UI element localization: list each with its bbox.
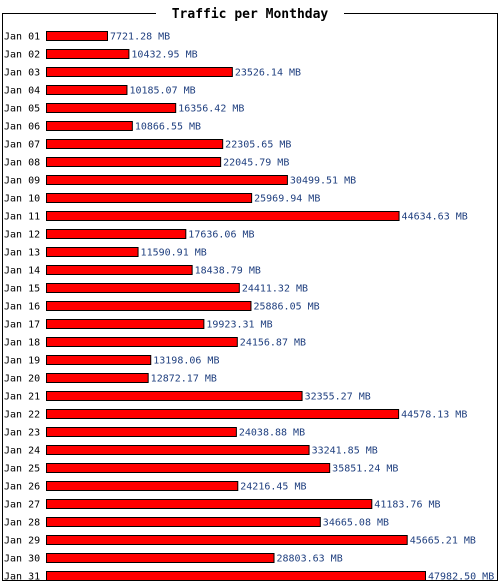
value-label: 33241.85 MB [312,446,378,457]
traffic-bar [46,211,400,221]
day-label: Jan 06 [4,122,40,133]
traffic-bar [46,67,233,77]
day-label: Jan 26 [4,482,40,493]
traffic-bar [46,391,303,401]
traffic-bar [46,319,205,329]
value-label: 19923.31 MB [206,320,272,331]
value-label: 35851.24 MB [332,464,398,475]
value-label: 13198.06 MB [153,356,219,367]
traffic-bar [46,301,252,311]
value-label: 12872.17 MB [151,374,217,385]
day-label: Jan 23 [4,428,40,439]
traffic-bar [46,481,239,491]
day-label: Jan 04 [4,86,40,97]
traffic-bar [46,85,128,95]
day-label: Jan 05 [4,104,40,115]
day-label: Jan 22 [4,410,40,421]
day-label: Jan 08 [4,158,40,169]
value-label: 10866.55 MB [135,122,201,133]
value-label: 23526.14 MB [235,68,301,79]
traffic-bar [46,571,426,581]
value-label: 32355.27 MB [305,392,371,403]
day-label: Jan 19 [4,356,40,367]
traffic-bar [46,247,139,257]
day-label: Jan 18 [4,338,40,349]
traffic-bar [46,517,321,527]
value-label: 28803.63 MB [277,554,343,565]
value-label: 11590.91 MB [141,248,207,259]
value-label: 34665.08 MB [323,518,389,529]
value-label: 10432.95 MB [131,50,197,61]
value-label: 41183.76 MB [374,500,440,511]
value-label: 18438.79 MB [195,266,261,277]
value-label: 47982.50 MB [428,572,494,583]
chart-title-backdrop [156,4,344,22]
day-label: Jan 13 [4,248,40,259]
value-label: 25886.05 MB [253,302,319,313]
day-label: Jan 25 [4,464,40,475]
chart-title: Traffic per Monthday [172,7,329,22]
bars-layer: Jan 01 7721.28 MB Jan 02 10432.95 MB Jan 03 2… [4,31,494,583]
value-label: 44578.13 MB [401,410,467,421]
traffic-bar [46,373,149,383]
value-label: 17636.06 MB [188,230,254,241]
day-label: Jan 01 [4,32,40,43]
traffic-bar [46,427,237,437]
chart-border [2,13,498,581]
day-label: Jan 09 [4,176,40,187]
value-label: 24216.45 MB [240,482,306,493]
traffic-bar [46,499,373,509]
traffic-bar [46,175,288,185]
day-label: Jan 20 [4,374,40,385]
value-label: 22045.79 MB [223,158,289,169]
day-label: Jan 27 [4,500,40,511]
day-label: Jan 29 [4,536,40,547]
value-label: 44634.63 MB [402,212,468,223]
traffic-bar [46,139,224,149]
day-label: Jan 12 [4,230,40,241]
traffic-bar [46,103,177,113]
value-label: 10185.07 MB [129,86,195,97]
day-label: Jan 24 [4,446,40,457]
day-label: Jan 21 [4,392,40,403]
traffic-bar [46,229,187,239]
traffic-bar [46,553,275,563]
traffic-bar [46,337,238,347]
traffic-bar [46,265,193,275]
traffic-bar [46,463,331,473]
traffic-bar [46,409,400,419]
day-label: Jan 15 [4,284,40,295]
day-label: Jan 07 [4,140,40,151]
day-label: Jan 16 [4,302,40,313]
traffic-bar [46,157,222,167]
traffic-bar [46,445,310,455]
value-label: 24156.87 MB [240,338,306,349]
value-label: 24038.88 MB [239,428,305,439]
day-label: Jan 28 [4,518,40,529]
day-label: Jan 17 [4,320,40,331]
value-label: 7721.28 MB [110,32,170,43]
value-label: 45665.21 MB [410,536,476,547]
value-label: 22305.65 MB [225,140,291,151]
value-label: 16356.42 MB [178,104,244,115]
day-label: Jan 14 [4,266,40,277]
traffic-bar [46,121,133,131]
day-label: Jan 31 [4,572,40,583]
traffic-bar [46,535,408,545]
traffic-bar [46,31,108,41]
traffic-bar [46,193,253,203]
day-label: Jan 11 [4,212,40,223]
traffic-bar [46,283,240,293]
day-label: Jan 02 [4,50,40,61]
day-label: Jan 30 [4,554,40,565]
value-label: 25969.94 MB [254,194,320,205]
traffic-bar [46,49,130,59]
day-label: Jan 03 [4,68,40,79]
traffic-bar [46,355,152,365]
value-label: 24411.32 MB [242,284,308,295]
day-label: Jan 10 [4,194,40,205]
value-label: 30499.51 MB [290,176,356,187]
